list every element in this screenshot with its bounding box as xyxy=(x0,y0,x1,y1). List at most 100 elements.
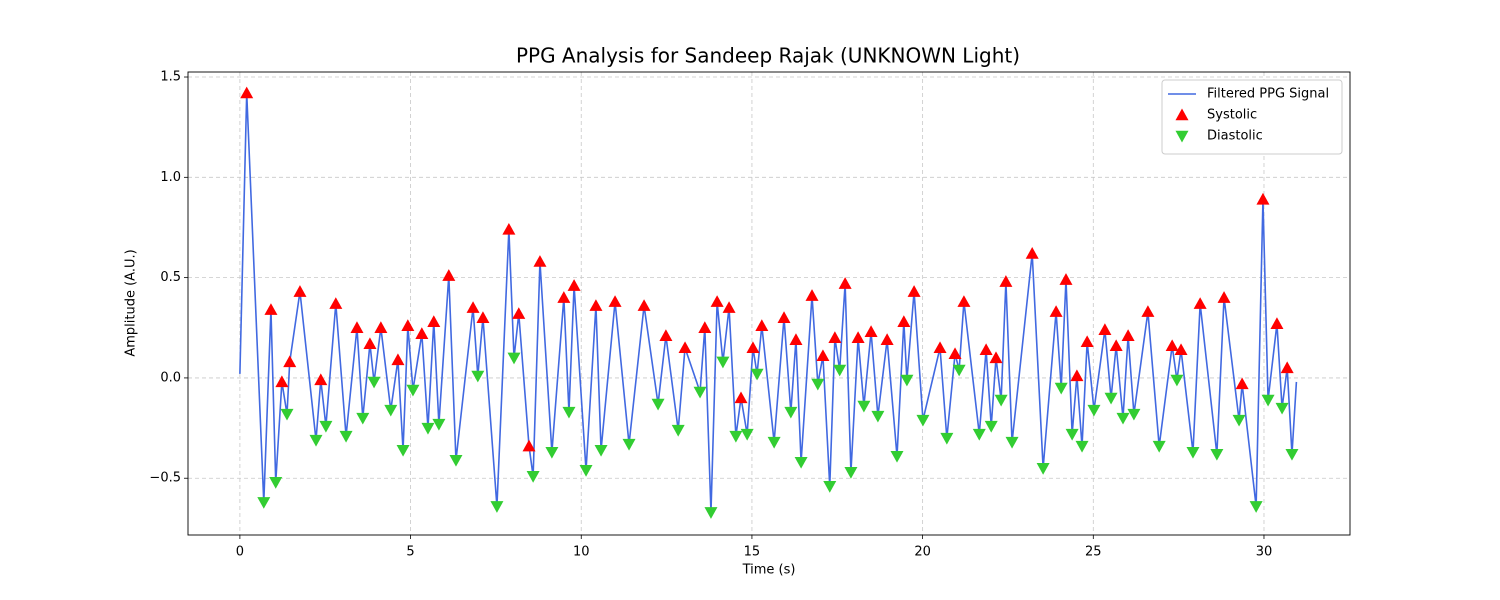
diastolic-marker xyxy=(811,378,825,391)
legend-swatch xyxy=(1175,108,1189,121)
systolic-marker xyxy=(275,375,289,388)
systolic-marker xyxy=(979,343,993,356)
systolic-marker xyxy=(283,355,297,368)
diastolic-marker xyxy=(1005,436,1019,449)
systolic-marker xyxy=(415,327,429,339)
diastolic-marker xyxy=(671,424,685,437)
systolic-marker xyxy=(698,321,712,333)
systolic-marker xyxy=(828,331,842,344)
diastolic-marker xyxy=(257,497,271,509)
diastolic-marker xyxy=(309,434,323,447)
systolic-marker xyxy=(1174,343,1188,356)
systolic-marker xyxy=(391,353,405,366)
x-tick-label: 10 xyxy=(573,545,590,560)
systolic-marker xyxy=(722,301,736,313)
diastolic-marker xyxy=(594,444,608,457)
diastolic-marker xyxy=(339,430,353,443)
diastolic-marker xyxy=(471,370,485,383)
systolic-marker xyxy=(851,331,865,344)
systolic-marker xyxy=(329,297,343,309)
systolic-marker xyxy=(1280,361,1294,374)
systolic-marker xyxy=(1025,247,1039,259)
diastolic-marker xyxy=(1232,414,1246,427)
diastolic-marker xyxy=(1249,501,1263,513)
systolic-marker xyxy=(1193,297,1207,309)
y-tick-label: 0.5 xyxy=(160,270,181,285)
legend-label: Systolic xyxy=(1207,108,1257,123)
diastolic-marker xyxy=(823,481,837,493)
systolic-marker xyxy=(907,285,921,297)
diastolic-marker xyxy=(384,404,398,417)
diastolic-marker xyxy=(1186,446,1200,459)
systolic-marker xyxy=(240,86,254,99)
diastolic-marker xyxy=(704,507,718,519)
systolic-marker xyxy=(1165,339,1179,352)
diastolic-marker xyxy=(406,384,420,397)
diastolic-marker xyxy=(490,501,504,513)
diastolic-marker xyxy=(1036,462,1050,475)
systolic-marker xyxy=(746,341,760,354)
systolic-marker xyxy=(999,275,1013,287)
systolic-marker xyxy=(293,285,307,297)
systolic-marker xyxy=(476,311,490,323)
diastolic-marker xyxy=(952,364,966,377)
diastolic-marker xyxy=(784,406,798,419)
diastolic-marker xyxy=(432,418,446,431)
x-tick-label: 30 xyxy=(1256,545,1273,560)
y-tick-label: 1.0 xyxy=(160,170,181,185)
systolic-marker xyxy=(1098,323,1112,335)
diastolic-marker xyxy=(1054,382,1068,395)
systolic-marker xyxy=(374,321,388,333)
systolic-marker xyxy=(838,277,852,289)
diastolic-marker xyxy=(890,450,904,463)
systolic-marker xyxy=(864,325,878,337)
systolic-marker xyxy=(1121,329,1135,341)
diastolic-marker xyxy=(269,477,283,489)
systolic-marker xyxy=(678,341,692,354)
diastolic-marker xyxy=(1075,440,1089,453)
diastolic-marker xyxy=(972,428,986,441)
diastolic-marker xyxy=(1210,448,1224,461)
diastolic-marker xyxy=(916,414,930,427)
systolic-marker xyxy=(777,311,791,323)
diastolic-marker xyxy=(562,406,576,419)
diastolic-marker xyxy=(750,368,764,381)
legend-label: Diastolic xyxy=(1207,129,1263,144)
systolic-marker xyxy=(264,303,278,315)
diastolic-marker xyxy=(1275,402,1289,415)
diastolic-marker xyxy=(319,420,333,433)
systolic-marker xyxy=(789,333,803,346)
diastolic-marker xyxy=(526,471,540,483)
diastolic-marker xyxy=(396,444,410,457)
systolic-marker xyxy=(442,269,456,281)
systolic-marker xyxy=(512,307,526,319)
diastolic-marker xyxy=(1285,448,1299,461)
y-axis-label: Amplitude (A.U.) xyxy=(124,249,139,356)
legend-swatch xyxy=(1175,130,1189,143)
diastolic-marker xyxy=(871,410,885,423)
y-tick-label: 0.0 xyxy=(160,370,181,385)
systolic-marker xyxy=(957,295,971,307)
systolic-marker xyxy=(755,319,769,331)
x-tick-label: 25 xyxy=(1085,545,1102,560)
diastolic-marker xyxy=(833,364,847,377)
systolic-marker xyxy=(948,347,962,360)
systolic-marker xyxy=(1049,305,1063,317)
systolic-marker xyxy=(1256,192,1270,205)
systolic-marker xyxy=(1217,291,1231,303)
systolic-marker xyxy=(557,291,571,303)
systolic-marker xyxy=(608,295,622,307)
diastolic-marker xyxy=(622,438,636,451)
diastolic-marker xyxy=(844,467,858,479)
diastolic-marker xyxy=(857,400,871,413)
diastolic-marker xyxy=(280,408,294,421)
systolic-marker xyxy=(533,255,547,267)
diastolic-marker xyxy=(940,432,954,445)
systolic-marker xyxy=(502,222,516,235)
diastolic-marker xyxy=(1065,428,1079,441)
systolic-marker xyxy=(710,295,724,307)
diastolic-marker xyxy=(507,352,521,365)
legend-label: Filtered PPG Signal xyxy=(1207,87,1329,102)
axes-frame xyxy=(187,71,1351,536)
